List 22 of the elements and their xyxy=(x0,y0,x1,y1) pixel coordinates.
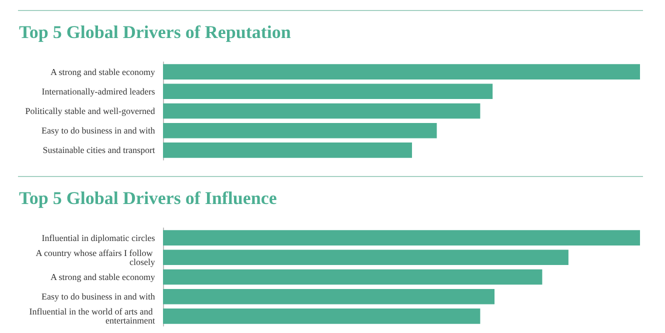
y-tick-label: A strong and stable economy xyxy=(50,272,156,282)
bar xyxy=(163,269,542,285)
bar xyxy=(163,64,640,80)
bar xyxy=(163,308,480,324)
bar xyxy=(163,250,568,266)
y-tick-label: Politically stable and well-governed xyxy=(25,106,156,116)
y-tick-label: Influential in diplomatic circles xyxy=(42,232,156,243)
bar xyxy=(163,122,437,138)
y-tick-label: Sustainable cities and transport xyxy=(42,145,156,156)
y-tick-label: A country whose affairs I follow closely xyxy=(36,248,156,267)
bar xyxy=(163,84,493,100)
y-tick-label: A strong and stable economy xyxy=(50,66,156,77)
bar xyxy=(163,230,640,246)
bar xyxy=(163,103,480,119)
chart-title: Top 5 Global Drivers of Reputation xyxy=(19,22,291,42)
bar xyxy=(163,288,495,304)
y-tick-label: Easy to do business in and with xyxy=(42,126,156,136)
chart-title: Top 5 Global Drivers of Influence xyxy=(19,188,277,208)
bar xyxy=(163,142,412,158)
y-tick-label: Easy to do business in and with xyxy=(42,292,156,302)
y-tick-label: Internationally-admired leaders xyxy=(42,86,156,96)
y-tick-label: Influential in the world of arts and entertainment xyxy=(29,306,156,326)
